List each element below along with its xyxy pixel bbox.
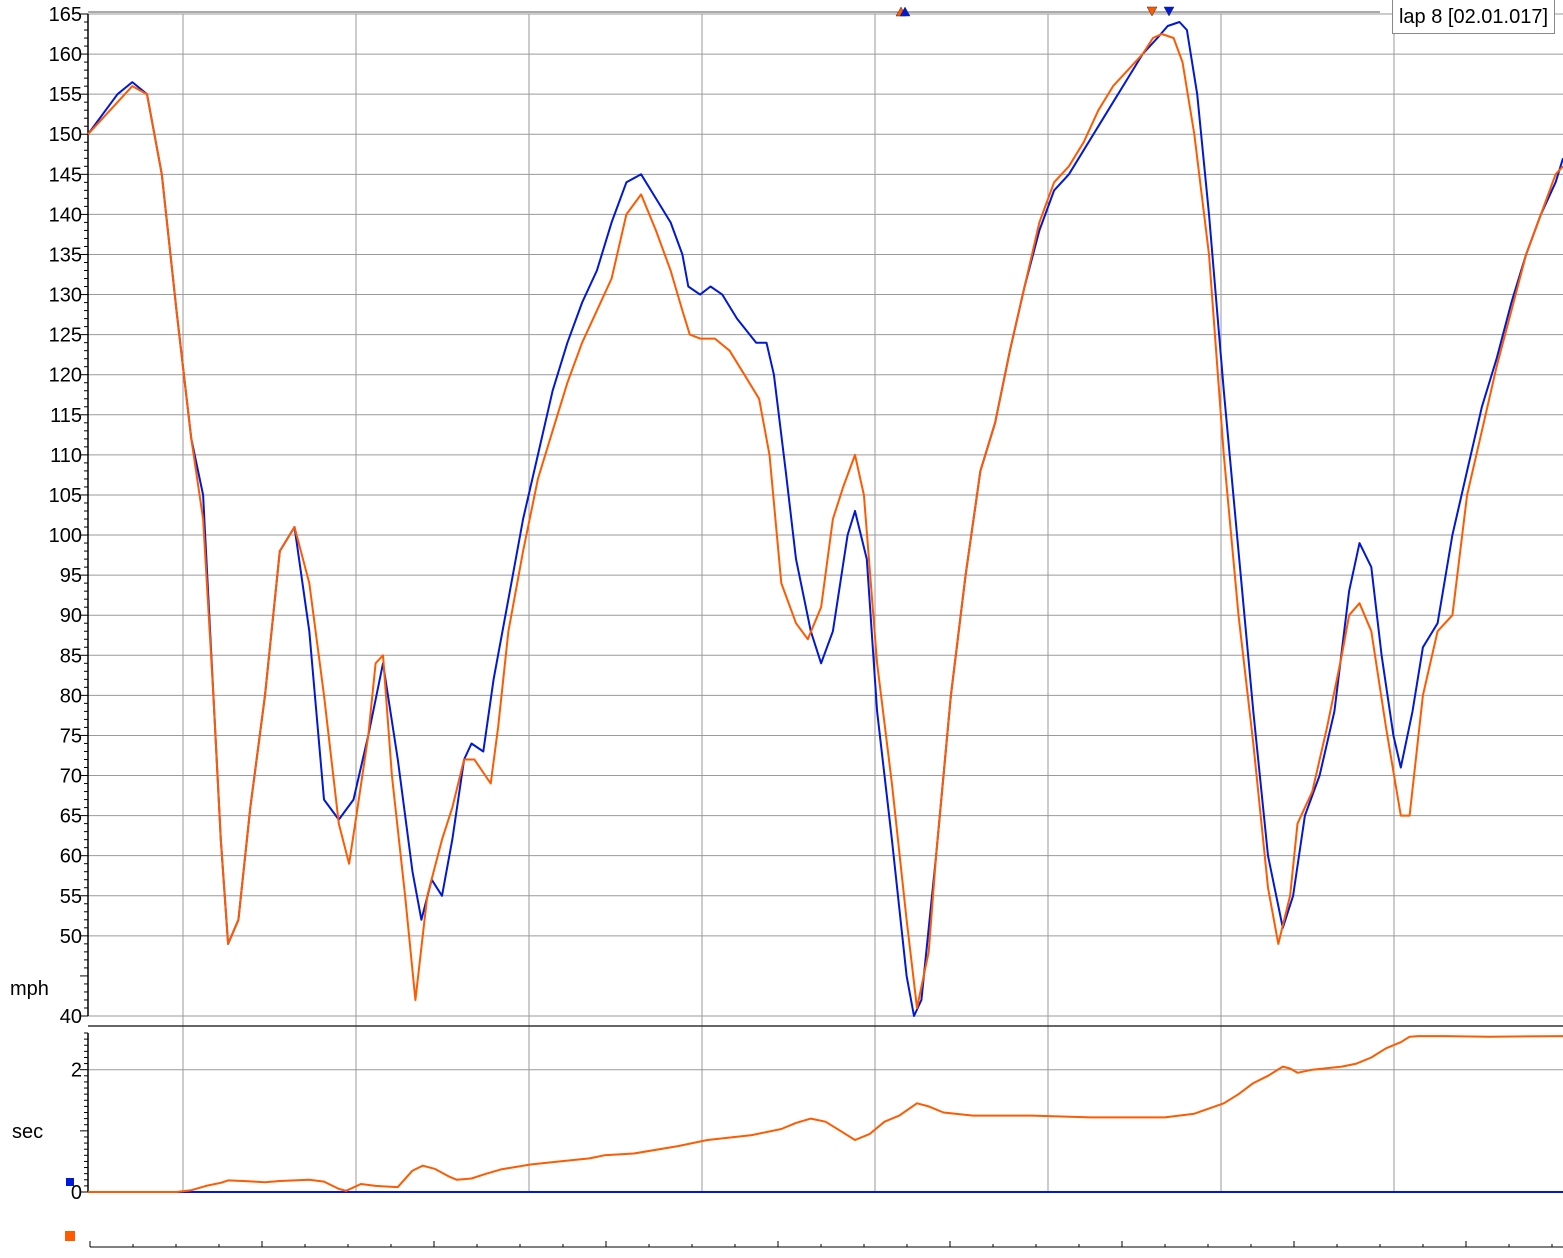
- y-tick-label: 85: [60, 645, 82, 667]
- y-tick-label: 125: [49, 325, 82, 347]
- y-tick-label: 105: [49, 485, 82, 507]
- y-unit-label: sec: [12, 1121, 43, 1143]
- y-tick-label: 130: [49, 285, 82, 307]
- y-tick-label: 2: [71, 1060, 82, 1082]
- y-tick-label: 155: [49, 84, 82, 106]
- y-tick-label: 165: [49, 4, 82, 26]
- lap-label-box: lap 8 [02.01.017]: [1392, 0, 1555, 34]
- y-tick-label: 100: [49, 525, 82, 547]
- y-tick-label: 140: [49, 204, 82, 226]
- axis-layer: [80, 12, 1563, 1247]
- y-tick-label: 90: [60, 605, 82, 627]
- y-tick-label: 80: [60, 685, 82, 707]
- y-tick-label: 115: [50, 405, 82, 427]
- lap-label: lap 8 [02.01.017]: [1399, 6, 1548, 28]
- y-tick-label: 65: [60, 806, 82, 828]
- y-tick-label: 120: [49, 365, 82, 387]
- grid-layer: [88, 14, 1563, 1192]
- y-tick-label: 60: [60, 846, 82, 868]
- legend-swatch-blue: [66, 1178, 74, 1186]
- y-tick-label: 70: [60, 766, 82, 788]
- y-tick-label: 55: [60, 886, 82, 908]
- legend-swatch-orange: [65, 1231, 75, 1241]
- y-tick-label: 40: [60, 1006, 82, 1028]
- y-tick-label: 160: [49, 44, 82, 66]
- y-tick-label: 110: [50, 445, 82, 467]
- y-unit-label: mph: [10, 978, 49, 1000]
- label-layer: 165 160 155 150 145 140 135 130 125 120 115 110 105 1…: [10, 4, 1174, 1241]
- series-line-1-1: [88, 1036, 1563, 1192]
- y-tick-label: 150: [49, 124, 82, 146]
- series-line-0-1: [88, 34, 1563, 1008]
- y-tick-label: 135: [49, 244, 82, 266]
- y-tick-label: 95: [60, 565, 82, 587]
- y-tick-label: 145: [49, 164, 82, 186]
- y-tick-label: 50: [60, 926, 82, 948]
- y-tick-label: 75: [60, 725, 82, 747]
- series-line-0-0: [88, 22, 1563, 1016]
